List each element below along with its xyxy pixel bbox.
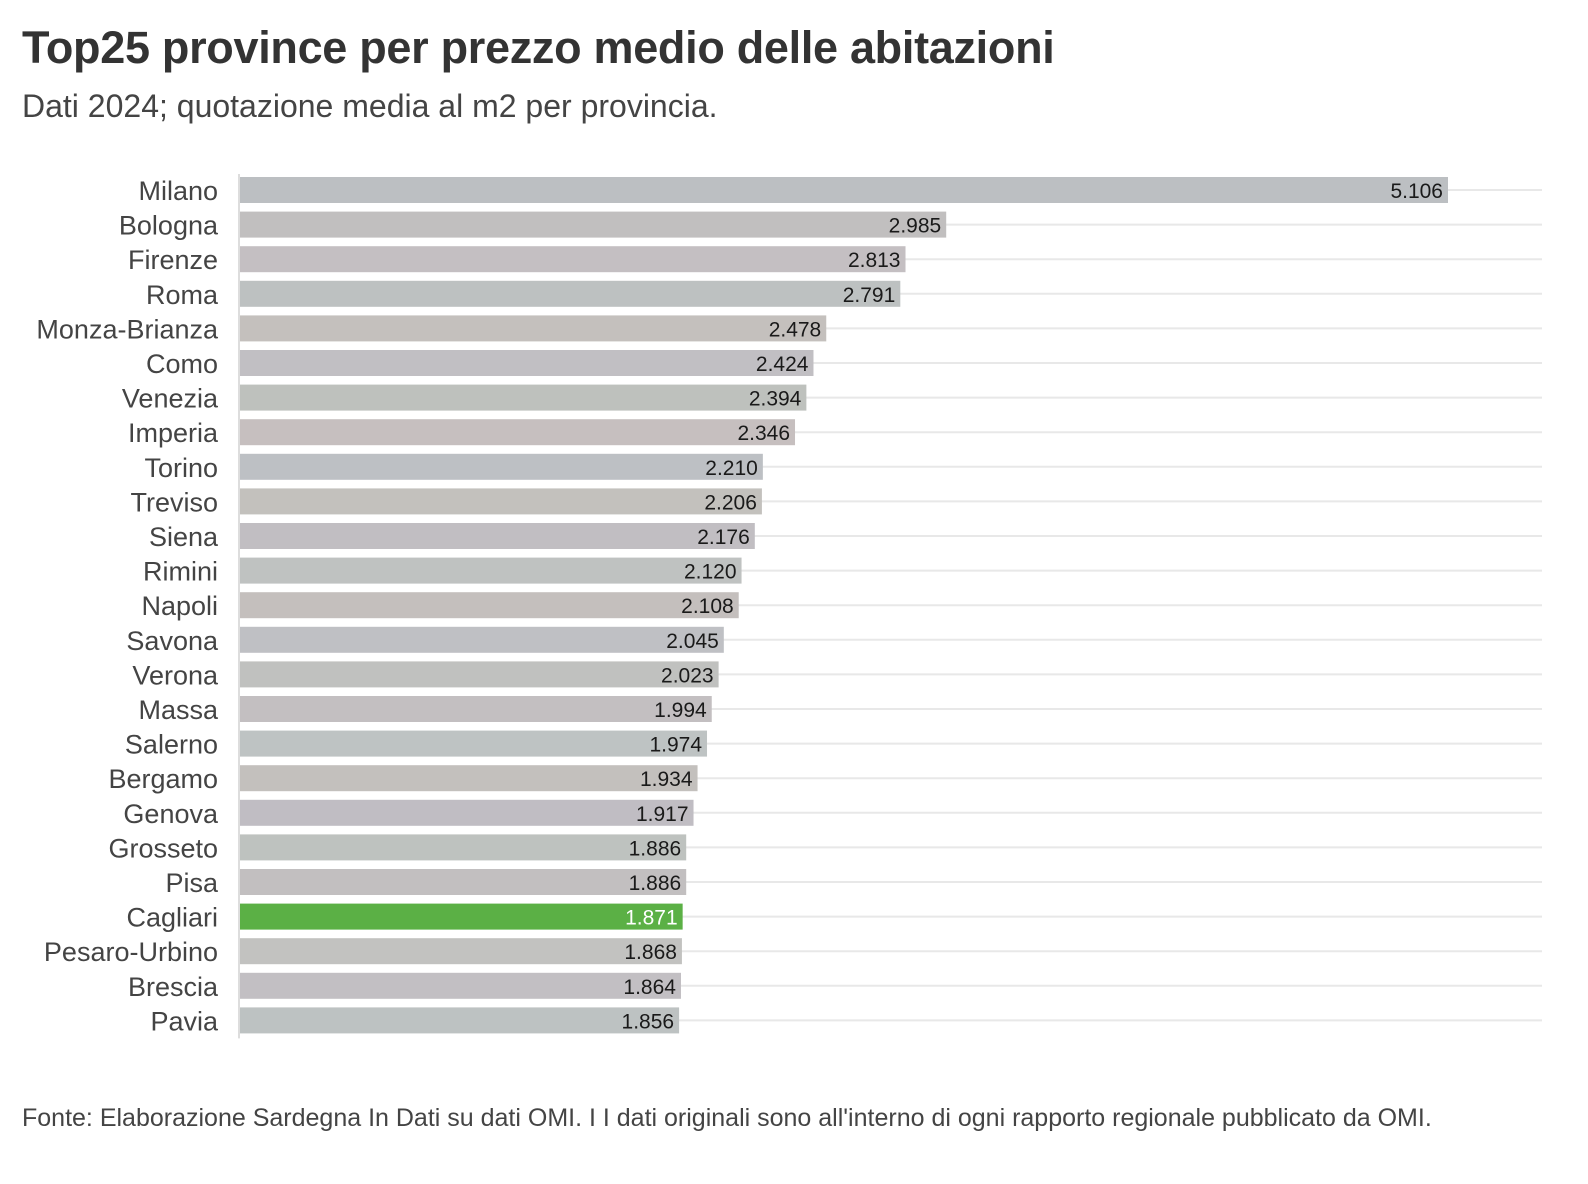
value-label: 1.934 <box>640 768 693 791</box>
value-label: 2.346 <box>737 422 790 445</box>
bar <box>240 488 762 515</box>
bar <box>240 626 724 653</box>
category-label: Pisa <box>165 868 219 898</box>
category-label: Treviso <box>130 487 218 517</box>
bar <box>240 730 708 757</box>
category-label: Savona <box>126 626 219 656</box>
value-label: 2.120 <box>684 561 737 584</box>
category-label: Venezia <box>122 384 219 414</box>
category-label: Pesaro-Urbino <box>44 937 218 967</box>
value-label: 2.210 <box>705 457 758 480</box>
bar <box>240 834 687 861</box>
bar <box>240 211 947 238</box>
category-label: Milano <box>138 176 218 206</box>
category-label: Grosseto <box>108 833 218 863</box>
bar <box>240 592 739 619</box>
value-label: 1.864 <box>623 976 676 999</box>
category-label: Massa <box>138 695 219 725</box>
value-label: 1.886 <box>629 872 682 895</box>
category-label: Como <box>146 349 218 379</box>
source-note: Fonte: Elaborazione Sardegna In Dati su … <box>22 1104 1432 1132</box>
value-label: 2.478 <box>769 318 822 341</box>
category-label: Pavia <box>150 1006 219 1036</box>
category-label: Siena <box>149 522 219 552</box>
category-label: Torino <box>144 453 218 483</box>
category-label: Roma <box>146 280 219 310</box>
value-label: 1.917 <box>636 803 689 826</box>
value-label: 2.108 <box>681 595 734 618</box>
category-label: Monza-Brianza <box>36 314 219 344</box>
category-label: Salerno <box>125 730 218 760</box>
value-label: 1.856 <box>622 1010 675 1033</box>
value-label: 2.394 <box>749 388 802 411</box>
category-label: Imperia <box>128 418 219 448</box>
value-label: 2.985 <box>889 215 942 238</box>
bar <box>240 799 694 826</box>
value-label: 1.868 <box>624 941 677 964</box>
bar <box>240 696 712 722</box>
bar <box>240 1007 680 1034</box>
bar <box>240 177 1448 203</box>
category-label: Firenze <box>128 245 218 275</box>
bar <box>240 557 742 584</box>
category-label: Bologna <box>119 211 219 241</box>
value-label: 2.791 <box>843 284 896 307</box>
bar <box>240 419 796 446</box>
bar <box>240 523 755 549</box>
chart-subtitle: Dati 2024; quotazione media al m2 per pr… <box>22 88 718 124</box>
bar <box>240 453 763 480</box>
bar <box>240 246 906 273</box>
bar <box>240 315 827 342</box>
value-label: 2.424 <box>756 353 809 376</box>
chart-title: Top25 province per prezzo medio delle ab… <box>22 22 1055 73</box>
value-label: 2.023 <box>661 664 714 687</box>
bar-chart: Milano 5.106 Bologna 2.985 Firenze 2.813 Roma 2… <box>36 174 1542 1039</box>
value-label: 2.045 <box>666 630 719 653</box>
bar <box>240 972 681 999</box>
value-label: 1.974 <box>649 734 702 757</box>
value-label: 2.206 <box>704 491 757 514</box>
category-label: Brescia <box>128 972 219 1002</box>
category-label: Cagliari <box>126 903 218 933</box>
value-label: 2.813 <box>848 249 901 272</box>
value-label: 1.871 <box>625 907 678 930</box>
bar <box>240 869 687 895</box>
category-label: Napoli <box>141 591 218 621</box>
category-label: Rimini <box>143 557 218 587</box>
value-label: 1.994 <box>654 699 707 722</box>
value-label: 5.106 <box>1390 180 1443 203</box>
bar <box>240 765 698 792</box>
bar <box>240 280 901 307</box>
bar <box>240 661 719 688</box>
bar-highlight <box>240 903 683 930</box>
bar <box>240 384 807 411</box>
value-label: 2.176 <box>697 526 750 549</box>
bar <box>240 938 682 965</box>
bar <box>240 350 814 376</box>
category-label: Bergamo <box>108 764 218 794</box>
value-label: 1.886 <box>629 837 682 860</box>
category-label: Verona <box>132 660 219 690</box>
category-label: Genova <box>123 799 219 829</box>
